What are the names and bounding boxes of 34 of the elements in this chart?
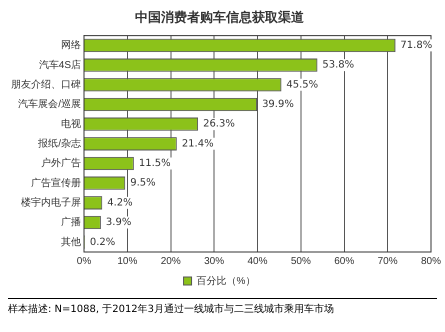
data-label: 11.5% <box>138 158 171 170</box>
y-tick-label: 电视 <box>61 118 81 130</box>
x-tick-label: 80% <box>420 256 442 267</box>
x-tick-label: 60% <box>334 256 354 267</box>
y-tick-label: 汽车展会/巡展 <box>18 98 81 110</box>
x-tick-label: 10% <box>117 256 138 267</box>
data-label: 9.5% <box>130 178 156 189</box>
y-tick-label: 楼宇内电子屏 <box>21 196 81 209</box>
x-tick-label: 70% <box>378 256 398 267</box>
x-tick-label: 50% <box>290 256 311 267</box>
y-tick-label: 其他 <box>61 236 81 248</box>
x-tick-label: 20% <box>160 256 181 267</box>
data-label: 71.8% <box>400 40 432 52</box>
y-tick-label: 户外广告 <box>41 157 81 170</box>
y-tick-label: 广告宣传册 <box>31 176 81 189</box>
y-tick-label: 汽车4S店 <box>38 58 81 71</box>
data-label: 45.5% <box>286 79 318 90</box>
data-label: 53.8% <box>322 60 354 71</box>
legend-label: 百分比（%） <box>196 274 256 287</box>
x-tick-label: 40% <box>247 256 268 267</box>
chart-title: 中国消费者购车信息获取渠道 <box>135 9 305 24</box>
data-label: 39.9% <box>262 99 294 110</box>
data-label: 4.2% <box>107 197 133 208</box>
data-label: 3.9% <box>106 217 132 228</box>
y-tick-label: 报纸/杂志 <box>37 138 81 150</box>
data-label: 0.2% <box>90 236 116 248</box>
x-tick-label: 0% <box>76 256 92 267</box>
x-tick-label: 30% <box>204 256 224 267</box>
y-tick-label: 网络 <box>61 39 81 52</box>
data-label: 26.3% <box>203 118 235 130</box>
y-tick-label: 广播 <box>61 216 81 228</box>
y-tick-label: 朋友介绍、口碑 <box>11 78 81 91</box>
text: 样本描述: N=1088, 于2012年3月通过一线城市与二三线城市乘用车市场 <box>8 298 437 316</box>
data-label: 21.4% <box>182 138 214 150</box>
